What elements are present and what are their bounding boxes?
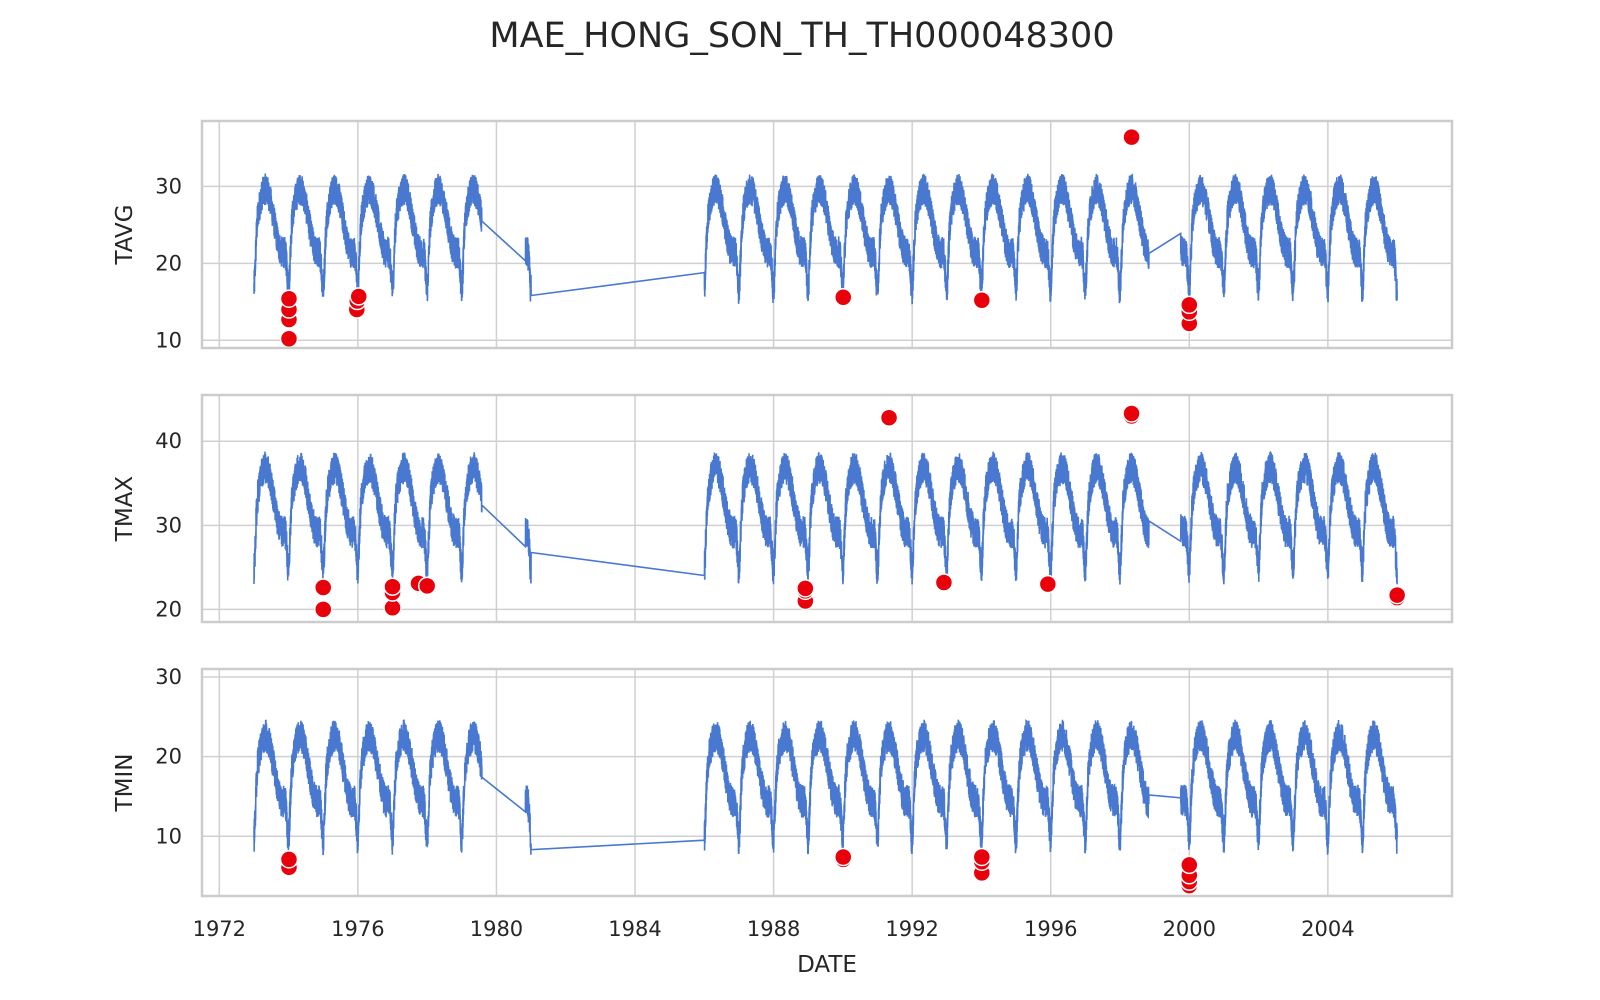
x-tick-label: 1996 — [1024, 917, 1077, 941]
x-axis-label: DATE — [797, 952, 857, 978]
series-line-tmin — [253, 718, 1398, 856]
anomaly-point — [279, 850, 299, 869]
x-tick-label: 1992 — [885, 917, 938, 941]
anomaly-point — [934, 573, 954, 592]
axes-frame — [200, 119, 1454, 350]
anomaly-point — [834, 287, 853, 307]
anomaly-point — [417, 576, 437, 596]
anomaly-point — [972, 847, 992, 867]
anomaly-point — [383, 577, 402, 596]
x-tick-label: 2004 — [1301, 917, 1354, 941]
x-tick-label: 1976 — [331, 917, 384, 941]
anomaly-point — [834, 847, 853, 867]
anomaly-point — [879, 408, 899, 427]
y-tick-label: 10 — [155, 328, 182, 352]
anomaly-point — [279, 329, 299, 349]
chart-title: MAE_HONG_SON_TH_TH000048300 — [489, 16, 1114, 56]
x-tick-label: 1980 — [470, 917, 523, 941]
anomaly-point — [1180, 295, 1199, 315]
y-axis-label: TMIN — [112, 754, 138, 813]
subplot-tmax: 20 30 40 TMAX — [112, 393, 1454, 624]
x-tick-label: 1988 — [747, 917, 800, 941]
anomaly-point — [1180, 855, 1199, 875]
y-tick-label: 30 — [155, 665, 182, 689]
anomaly-point — [1387, 585, 1407, 605]
y-tick-label: 20 — [155, 251, 182, 275]
axes-frame — [200, 393, 1454, 624]
x-tick-label: 1972 — [193, 917, 246, 941]
anomaly-point — [313, 600, 333, 619]
x-tick-label: 1984 — [608, 917, 661, 941]
series-line-tmax — [253, 450, 1398, 585]
subplot-tmin: 1972 1976 1980 1984 1988 1992 1996 2000 2004 10 20… — [112, 665, 1454, 941]
anomaly-point — [1038, 574, 1058, 594]
y-tick-label: 30 — [155, 174, 182, 198]
anomaly-point — [1122, 404, 1141, 423]
series-line-tavg — [253, 173, 1398, 305]
anomaly-point — [1122, 127, 1141, 147]
y-axis-label: TMAX — [112, 476, 138, 543]
anomaly-point — [313, 578, 333, 597]
y-tick-label: 20 — [155, 745, 182, 769]
anomaly-point — [972, 291, 992, 310]
anomaly-point — [279, 289, 299, 309]
y-axis-label: TAVG — [112, 204, 138, 265]
subplot-tavg: 10 20 30 TAVG — [112, 119, 1454, 352]
anomaly-point — [796, 579, 815, 598]
axes-frame — [200, 667, 1454, 898]
x-tick-label: 2000 — [1163, 917, 1216, 941]
y-tick-label: 10 — [155, 824, 182, 848]
subplot-group: 10 20 30 TAVG 20 30 40 TMAX 1972 1976 1980 1984 1988… — [112, 119, 1454, 941]
anomaly-point — [349, 287, 368, 306]
y-tick-label: 20 — [155, 597, 182, 621]
y-tick-label: 30 — [155, 513, 182, 537]
y-tick-label: 40 — [155, 429, 182, 453]
